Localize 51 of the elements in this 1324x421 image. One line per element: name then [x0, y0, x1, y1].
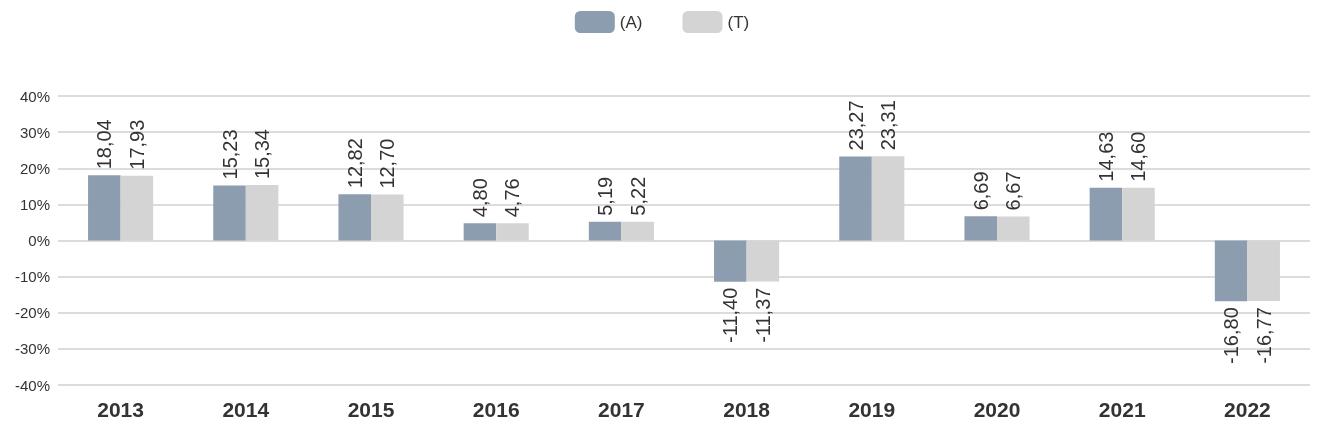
x-tick-label: 2022: [1224, 398, 1271, 421]
data-label: 6,67: [1002, 171, 1025, 211]
legend-label: (A): [619, 12, 643, 32]
data-label: -16,77: [1252, 307, 1275, 364]
data-label: 23,27: [844, 100, 867, 151]
x-tick-label: 2021: [1098, 398, 1146, 421]
data-label: -11,37: [751, 287, 774, 343]
data-label: 4,76: [501, 178, 524, 218]
x-tick-label: 2020: [973, 398, 1021, 421]
bar: [714, 240, 747, 282]
data-label: 17,93: [125, 119, 148, 170]
y-tick-label: -30%: [14, 340, 50, 358]
y-tick-label: 30%: [19, 123, 50, 141]
data-label: -11,40: [719, 287, 742, 343]
x-tick-label: 2015: [347, 398, 395, 421]
data-label: 12,82: [343, 138, 366, 189]
data-label: -16,80: [1220, 307, 1243, 364]
bar: [338, 194, 371, 241]
data-label: 14,63: [1094, 131, 1117, 182]
data-label: 23,31: [877, 100, 900, 151]
y-tick-label: 10%: [19, 195, 50, 213]
x-tick-label: 2014: [222, 398, 270, 421]
data-label: 4,80: [468, 178, 491, 218]
bar: [588, 221, 622, 241]
bar: [964, 216, 997, 241]
bar: [213, 185, 246, 241]
data-label: 12,70: [376, 138, 399, 189]
x-tick-label: 2013: [97, 398, 144, 421]
data-label: 5,19: [594, 176, 617, 216]
legend-label: (T): [727, 12, 750, 32]
x-tick-label: 2017: [598, 398, 645, 421]
y-tick-label: -10%: [14, 268, 50, 286]
data-label: 6,69: [969, 171, 992, 211]
bar: [1214, 240, 1248, 302]
data-label: 5,22: [626, 176, 649, 216]
y-tick-label: 40%: [19, 87, 50, 105]
bar: [463, 223, 497, 241]
data-label: 18,04: [93, 119, 116, 170]
data-label: 14,60: [1127, 131, 1150, 182]
data-label: 15,34: [251, 129, 274, 180]
y-tick-label: -20%: [14, 304, 50, 322]
y-tick-label: 0%: [28, 232, 50, 249]
bar: [1089, 187, 1123, 241]
data-label: 15,23: [218, 129, 241, 180]
bar: [839, 156, 872, 241]
x-tick-label: 2018: [723, 398, 771, 421]
x-tick-label: 2019: [848, 398, 896, 421]
bar: [88, 175, 121, 241]
y-tick-label: 20%: [19, 159, 50, 177]
x-tick-label: 2016: [472, 398, 520, 421]
y-tick-label: -40%: [14, 376, 50, 394]
